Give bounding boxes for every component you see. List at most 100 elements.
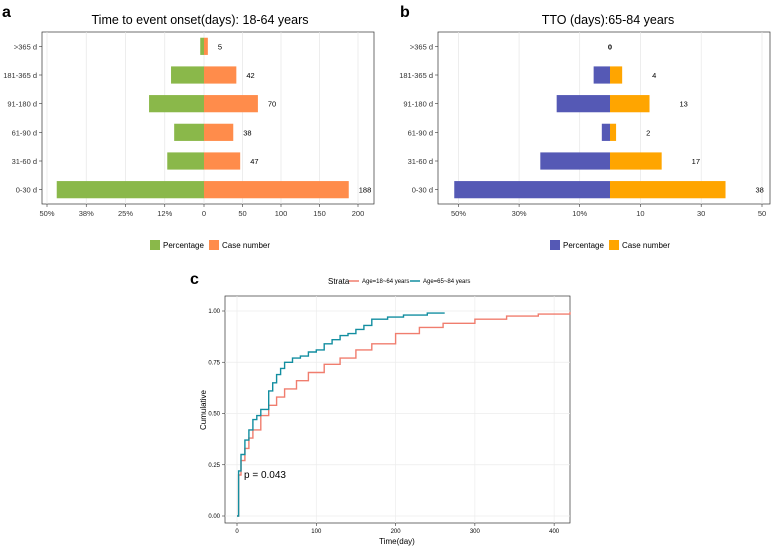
curve-age-65-84 (237, 312, 445, 517)
x-tick-label: 0 (202, 209, 206, 218)
legend-title-strata: Strata (328, 277, 350, 286)
panel-c-lines (237, 312, 571, 517)
x-tick-label: 10 (636, 209, 644, 218)
panel-label-c: c (190, 271, 199, 288)
y-tick-label: 61-90 d (12, 128, 37, 137)
y-tick-label: 0-30 d (412, 186, 433, 195)
bar-case-number (610, 123, 617, 141)
x-tick-label: 400 (549, 529, 560, 535)
y-tick-label: >365 d (14, 42, 37, 51)
bar-value-label: 4 (652, 71, 656, 80)
x-tick-label: 200 (352, 209, 365, 218)
bar-percentage (540, 152, 610, 170)
bar-case-number (610, 152, 662, 170)
panel-c-frame (224, 295, 571, 524)
legend-label-65-84: Age=65~84 years (423, 279, 470, 285)
panel-b-legend: Percentage Case number (550, 240, 670, 250)
bar-case-number (204, 123, 234, 141)
y-tick-label: 91-180 d (403, 100, 433, 109)
bar-case-number (610, 95, 650, 113)
panel-a-bars: 188 47 38 70 42 5 (56, 37, 372, 199)
bar-percentage (601, 123, 610, 141)
y-tick-label: 181-365 d (3, 71, 37, 80)
y-tick-label: 31-60 d (408, 157, 433, 166)
y-tick-label: 31-60 d (12, 157, 37, 166)
bar-case-number (204, 37, 208, 55)
bar-value-label: 42 (246, 71, 254, 80)
p-value-annotation: p = 0.043 (244, 470, 286, 481)
x-tick-label: 10% (572, 209, 587, 218)
x-tick-label: 300 (470, 529, 481, 535)
bar-case-number (204, 152, 241, 170)
bar-value-label: 2 (646, 128, 650, 137)
panel-label-b: b (400, 4, 410, 21)
y-tick-label: 0.00 (208, 514, 220, 520)
bar-value-label: 5 (218, 42, 222, 51)
bar-value-label: 188 (359, 186, 372, 195)
bar-percentage (593, 66, 610, 84)
panel-b-bars: 38 17 2 13 4 0 (454, 42, 764, 199)
x-tick-label: 50% (39, 209, 54, 218)
legend-label-percentage-b: Percentage (563, 241, 604, 250)
panel-b-frame (437, 31, 771, 205)
bar-value-label: 70 (268, 100, 276, 109)
legend-swatch-case-number-b (609, 240, 619, 250)
panel-c-grid: 0 100 200 300 400 0.00 0.25 0.50 0.75 1.00 (208, 296, 570, 535)
bar-value-label: 38 (756, 186, 764, 195)
y-tick-label: 0.50 (208, 412, 220, 418)
panel-c-legend: Strata Age=18~64 years Age=65~84 years (328, 277, 470, 286)
bar-percentage (200, 37, 204, 55)
bar-percentage (56, 181, 204, 199)
x-tick-label: 50 (238, 209, 246, 218)
x-tick-label: 0 (235, 529, 239, 535)
y-tick-label: 0-30 d (16, 186, 37, 195)
bar-percentage (454, 181, 610, 199)
y-tick-label: 1.00 (208, 309, 220, 315)
bar-value-label: 0 (608, 42, 612, 51)
bar-value-label: 47 (250, 157, 258, 166)
y-axis-title: Cumulative (199, 389, 208, 430)
x-tick-label: 30 (697, 209, 705, 218)
y-tick-label: 91-180 d (7, 100, 37, 109)
legend-label-case-number-a: Case number (222, 241, 270, 250)
bar-case-number (204, 181, 349, 199)
legend-label-18-64: Age=18~64 years (362, 279, 409, 285)
legend-swatch-percentage-a (150, 240, 160, 250)
curve-age-18-64 (237, 312, 571, 517)
x-tick-label: 100 (311, 529, 322, 535)
x-tick-label: 50 (758, 209, 766, 218)
panel-a-title: Time to event onset(days): 18-64 years (92, 13, 309, 27)
bar-percentage (149, 95, 204, 113)
y-tick-label: >365 d (410, 42, 433, 51)
x-tick-label: 100 (275, 209, 288, 218)
y-tick-label: 0.75 (208, 360, 220, 366)
x-tick-label: 150 (313, 209, 326, 218)
bar-value-label: 17 (692, 157, 700, 166)
legend-label-percentage-a: Percentage (163, 241, 204, 250)
panel-b-grid: 50% 30% 10% 10 30 50 0-30 d 31-60 d 61-90 d 91-18… (399, 32, 766, 218)
bar-value-label: 38 (243, 128, 251, 137)
y-tick-label: 0.25 (208, 463, 220, 469)
panel-label-a: a (2, 4, 11, 21)
panel-a-legend: Percentage Case number (150, 240, 270, 250)
x-tick-label: 50% (451, 209, 466, 218)
bar-percentage (174, 123, 204, 141)
y-tick-label: 181-365 d (399, 71, 433, 80)
x-tick-label: 38% (79, 209, 94, 218)
bar-case-number (204, 95, 258, 113)
panel-b-title: TTO (days):65-84 years (542, 13, 674, 27)
bar-percentage (171, 66, 204, 84)
panel-a-frame (41, 31, 375, 205)
panel-a-grid: 50% 38% 25% 12% 0 50 100 150 200 0-30 d 31-60 d 61-… (3, 32, 364, 218)
bar-percentage (556, 95, 610, 113)
bar-case-number (610, 181, 726, 199)
bar-case-number (204, 66, 237, 84)
bar-percentage (167, 152, 204, 170)
y-tick-label: 61-90 d (408, 128, 433, 137)
x-axis-title: Time(day) (379, 537, 415, 546)
legend-swatch-percentage-b (550, 240, 560, 250)
legend-swatch-case-number-a (209, 240, 219, 250)
bar-case-number (610, 66, 623, 84)
legend-label-case-number-b: Case number (622, 241, 670, 250)
